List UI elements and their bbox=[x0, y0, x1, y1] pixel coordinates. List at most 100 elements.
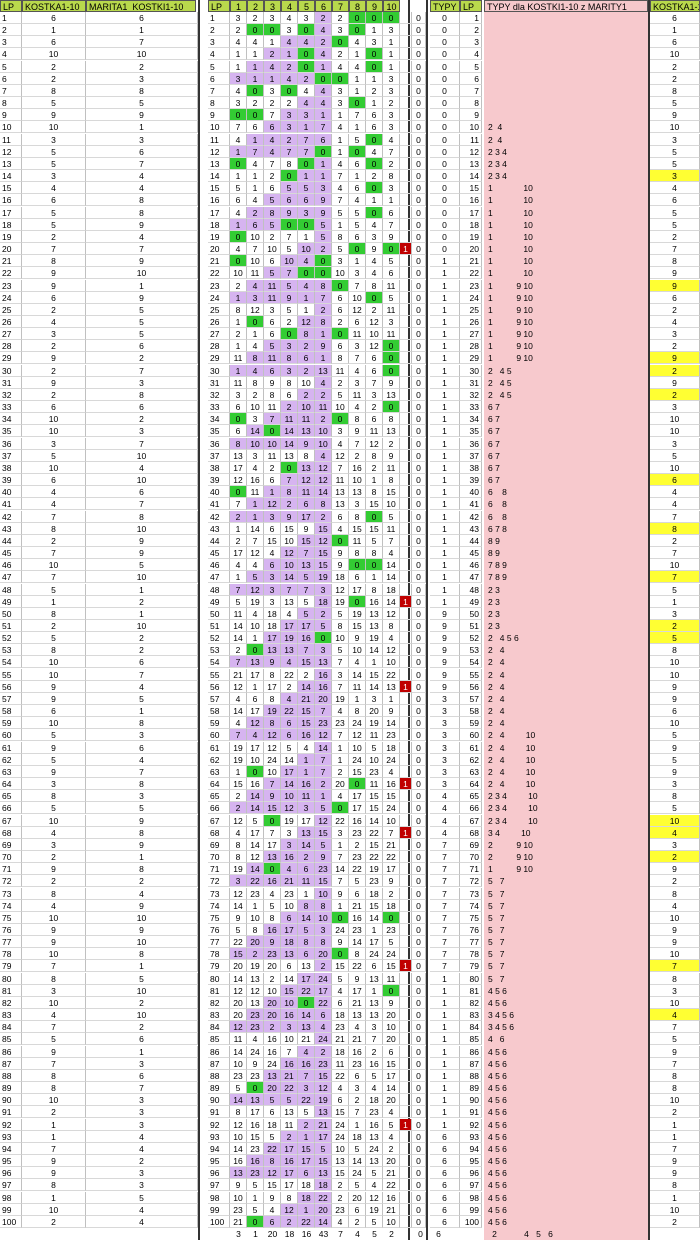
matrix-cell-60-6[interactable]: 12 bbox=[315, 729, 332, 742]
typy-values-67[interactable]: 2 3 4 10 bbox=[488, 815, 538, 826]
row-lp-97[interactable]: 97 bbox=[0, 1179, 22, 1192]
row-lp3-48[interactable]: 48 bbox=[460, 583, 482, 596]
row-marita-92[interactable]: 3 bbox=[86, 1118, 198, 1131]
matrix-cell-77-8[interactable]: 14 bbox=[349, 936, 366, 949]
row-lp3-36[interactable]: 36 bbox=[460, 437, 482, 450]
row-marita-100[interactable]: 4 bbox=[86, 1215, 198, 1228]
zero-col-55[interactable]: 0 bbox=[412, 668, 426, 681]
matrix-cell-78-5[interactable]: 6 bbox=[298, 948, 315, 961]
zero-col-7[interactable]: 0 bbox=[412, 84, 426, 97]
matrix-cell-90-8[interactable]: 2 bbox=[349, 1094, 366, 1107]
matrix-cell-77-7[interactable]: 9 bbox=[332, 936, 349, 949]
row-marita-74[interactable]: 9 bbox=[86, 899, 198, 912]
matrix-cell-15-8[interactable]: 6 bbox=[349, 182, 366, 195]
matrix-cell-83-9[interactable]: 13 bbox=[366, 1009, 383, 1022]
row-marita-57[interactable]: 5 bbox=[86, 692, 198, 705]
zero-col-72[interactable]: 0 bbox=[412, 875, 426, 888]
row-kostka-17[interactable]: 5 bbox=[22, 206, 86, 219]
matrix-cell-75-6[interactable]: 10 bbox=[315, 911, 332, 924]
zero-col-87[interactable]: 0 bbox=[412, 1057, 426, 1070]
row-lp3-95[interactable]: 95 bbox=[460, 1155, 482, 1168]
matrix-cell-89-6[interactable]: 12 bbox=[315, 1082, 332, 1095]
typy-20[interactable]: 0 bbox=[430, 243, 460, 256]
matrix-cell-48-9[interactable]: 8 bbox=[366, 583, 383, 596]
row-kostka-33[interactable]: 6 bbox=[22, 401, 86, 414]
row-marita-89[interactable]: 7 bbox=[86, 1082, 198, 1095]
matrix-cell-60-1[interactable]: 7 bbox=[230, 729, 247, 742]
row-kostka-right-71[interactable]: 9 bbox=[650, 863, 700, 876]
matrix-cell-57-3[interactable]: 8 bbox=[264, 692, 281, 705]
typy-8[interactable]: 0 bbox=[430, 97, 460, 110]
row-lp2-50[interactable]: 50 bbox=[208, 607, 230, 620]
flag-cell-91[interactable] bbox=[400, 1106, 412, 1119]
typy-values-41[interactable]: 6 8 bbox=[488, 499, 507, 510]
typy-4[interactable]: 0 bbox=[430, 48, 460, 61]
zero-col-52[interactable]: 0 bbox=[412, 632, 426, 645]
matrix-cell-19-5[interactable]: 1 bbox=[298, 230, 315, 243]
typy-values-6[interactable] bbox=[486, 73, 646, 85]
matrix-cell-58-9[interactable]: 20 bbox=[366, 705, 383, 718]
matrix-cell-57-4[interactable]: 4 bbox=[281, 692, 298, 705]
matrix-cell-21-10[interactable]: 5 bbox=[383, 255, 400, 268]
row-kostka-18[interactable]: 5 bbox=[22, 218, 86, 231]
row-lp3-75[interactable]: 75 bbox=[460, 911, 482, 924]
matrix-cell-39-7[interactable]: 11 bbox=[332, 474, 349, 487]
typy-values-51[interactable]: 2 3 bbox=[488, 621, 500, 631]
matrix-cell-77-9[interactable]: 17 bbox=[366, 936, 383, 949]
row-lp3-82[interactable]: 82 bbox=[460, 996, 482, 1009]
typy-values-45[interactable]: 8 9 bbox=[488, 548, 500, 559]
row-kostka-right-53[interactable]: 8 bbox=[650, 644, 700, 657]
zero-col-49[interactable]: 0 bbox=[412, 595, 426, 608]
matrix-cell-33-4[interactable]: 2 bbox=[281, 401, 298, 414]
row-kostka-43[interactable]: 8 bbox=[22, 522, 86, 535]
row-lp2-96[interactable]: 96 bbox=[208, 1167, 230, 1180]
typy-values-84[interactable]: 3 4 5 6 bbox=[488, 1022, 514, 1033]
matrix-cell-32-5[interactable]: 2 bbox=[298, 388, 315, 401]
matrix-cell-52-7[interactable]: 10 bbox=[332, 632, 349, 645]
matrix-cell-81-4[interactable]: 15 bbox=[281, 984, 298, 997]
matrix-cell-19-1[interactable]: 0 bbox=[230, 230, 247, 243]
row-lp2-92[interactable]: 92 bbox=[208, 1118, 230, 1131]
row-marita-25[interactable]: 5 bbox=[86, 303, 198, 316]
matrix-cell-5-9[interactable]: 0 bbox=[366, 60, 383, 73]
matrix-cell-75-3[interactable]: 8 bbox=[264, 911, 281, 924]
matrix-cell-7-8[interactable]: 1 bbox=[349, 84, 366, 97]
row-lp3-52[interactable]: 52 bbox=[460, 632, 482, 645]
matrix-cell-28-8[interactable]: 3 bbox=[349, 340, 366, 353]
matrix-cell-74-9[interactable]: 15 bbox=[366, 899, 383, 912]
matrix-cell-78-7[interactable]: 0 bbox=[332, 948, 349, 961]
matrix-cell-82-2[interactable]: 13 bbox=[247, 996, 264, 1009]
matrix-cell-5-6[interactable]: 1 bbox=[315, 60, 332, 73]
row-marita-55[interactable]: 7 bbox=[86, 668, 198, 681]
matrix-cell-25-2[interactable]: 12 bbox=[247, 303, 264, 316]
matrix-cell-30-1[interactable]: 1 bbox=[230, 364, 247, 377]
row-kostka-48[interactable]: 5 bbox=[22, 583, 86, 596]
zero-col-30[interactable]: 0 bbox=[412, 364, 426, 377]
row-kostka-7[interactable]: 8 bbox=[22, 84, 86, 97]
matrix-cell-29-10[interactable]: 0 bbox=[383, 352, 400, 365]
matrix-cell-80-2[interactable]: 13 bbox=[247, 972, 264, 985]
zero-col-54[interactable]: 0 bbox=[412, 656, 426, 669]
matrix-cell-61-10[interactable]: 18 bbox=[383, 741, 400, 754]
row-lp3-74[interactable]: 74 bbox=[460, 899, 482, 912]
row-lp3-38[interactable]: 38 bbox=[460, 461, 482, 474]
matrix-cell-64-6[interactable]: 2 bbox=[315, 778, 332, 791]
zero-col-91[interactable]: 0 bbox=[412, 1106, 426, 1119]
row-marita-97[interactable]: 3 bbox=[86, 1179, 198, 1192]
row-marita-80[interactable]: 5 bbox=[86, 972, 198, 985]
typy-44[interactable]: 1 bbox=[430, 534, 460, 547]
footer-cell-12[interactable]: 6 bbox=[436, 1229, 441, 1239]
matrix-cell-81-3[interactable]: 10 bbox=[264, 984, 281, 997]
row-kostka-59[interactable]: 10 bbox=[22, 717, 86, 730]
row-lp3-5[interactable]: 5 bbox=[460, 60, 482, 73]
matrix-cell-13-2[interactable]: 4 bbox=[247, 157, 264, 170]
row-lp3-6[interactable]: 6 bbox=[460, 72, 482, 85]
matrix-cell-95-8[interactable]: 14 bbox=[349, 1155, 366, 1168]
matrix-cell-52-8[interactable]: 9 bbox=[349, 632, 366, 645]
row-kostka-right-85[interactable]: 5 bbox=[650, 1033, 700, 1046]
row-lp2-6[interactable]: 6 bbox=[208, 72, 230, 85]
flag-cell-93[interactable] bbox=[400, 1130, 412, 1143]
typy-31[interactable]: 1 bbox=[430, 376, 460, 389]
matrix-cell-16-10[interactable]: 1 bbox=[383, 194, 400, 207]
matrix-cell-15-6[interactable]: 3 bbox=[315, 182, 332, 195]
